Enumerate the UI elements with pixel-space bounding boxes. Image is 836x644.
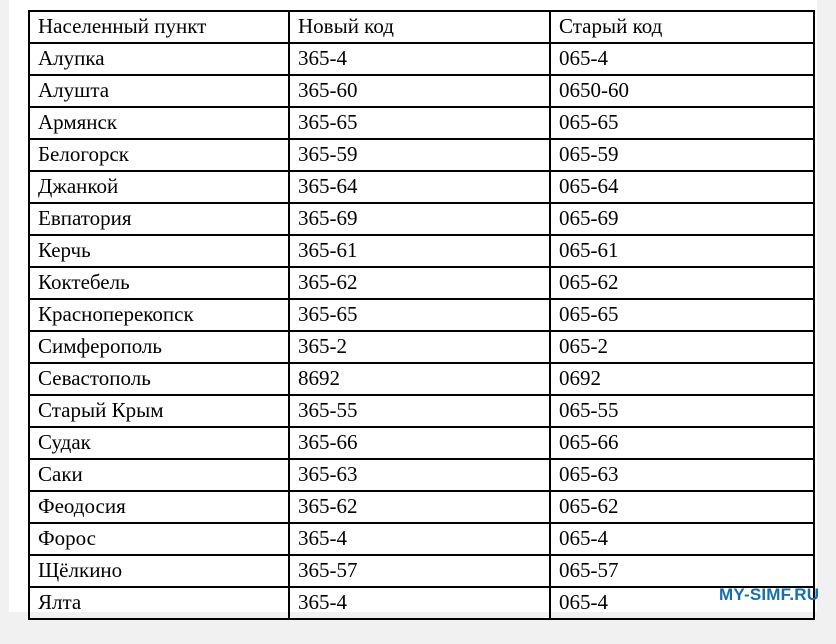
cell-old-code: 065-4 [549, 586, 815, 620]
table-row: Алушта 365-60 0650-60 [28, 74, 815, 108]
cell-old-code: 065-63 [549, 458, 815, 492]
cell-new-code: 365-55 [288, 394, 551, 428]
table-row: Судак 365-66 065-66 [28, 426, 815, 460]
header-new-code: Новый код [288, 10, 551, 44]
cell-settlement: Красноперекопск [28, 298, 290, 332]
cell-settlement: Старый Крым [28, 394, 290, 428]
cell-settlement: Керчь [28, 234, 290, 268]
table-row: Феодосия 365-62 065-62 [28, 490, 815, 524]
cell-old-code: 065-61 [549, 234, 815, 268]
cell-old-code: 065-57 [549, 554, 815, 588]
cell-old-code: 065-64 [549, 170, 815, 204]
table-row: Коктебель 365-62 065-62 [28, 266, 815, 300]
cell-settlement: Щёлкино [28, 554, 290, 588]
cell-old-code: 065-62 [549, 266, 815, 300]
cell-new-code: 365-2 [288, 330, 551, 364]
cell-old-code: 065-65 [549, 298, 815, 332]
cell-new-code: 365-69 [288, 202, 551, 236]
table-row: Армянск 365-65 065-65 [28, 106, 815, 140]
cell-new-code: 365-59 [288, 138, 551, 172]
table-row: Алупка 365-4 065-4 [28, 42, 815, 76]
table-row: Щёлкино 365-57 065-57 [28, 554, 815, 588]
table-body: Алупка 365-4 065-4 Алушта 365-60 0650-60… [28, 42, 815, 620]
cell-settlement: Алушта [28, 74, 290, 108]
cell-settlement: Алупка [28, 42, 290, 76]
cell-old-code: 065-65 [549, 106, 815, 140]
table-header-row: Населенный пункт Новый код Старый код [28, 10, 815, 44]
cell-new-code: 365-66 [288, 426, 551, 460]
cell-new-code: 365-4 [288, 42, 551, 76]
cell-old-code: 065-4 [549, 42, 815, 76]
header-settlement: Населенный пункт [28, 10, 290, 44]
cell-new-code: 365-61 [288, 234, 551, 268]
cell-old-code: 065-66 [549, 426, 815, 460]
table-row: Ялта 365-4 065-4 [28, 586, 815, 620]
cell-new-code: 365-4 [288, 522, 551, 556]
cell-settlement: Симферополь [28, 330, 290, 364]
cell-old-code: 065-55 [549, 394, 815, 428]
cell-new-code: 365-62 [288, 490, 551, 524]
cell-settlement: Саки [28, 458, 290, 492]
table-row: Симферополь 365-2 065-2 [28, 330, 815, 364]
cell-new-code: 8692 [288, 362, 551, 396]
cell-settlement: Армянск [28, 106, 290, 140]
cell-new-code: 365-4 [288, 586, 551, 620]
table-row: Севастополь 8692 0692 [28, 362, 815, 396]
cell-settlement: Джанкой [28, 170, 290, 204]
table-row: Евпатория 365-69 065-69 [28, 202, 815, 236]
cell-old-code: 065-69 [549, 202, 815, 236]
cell-new-code: 365-62 [288, 266, 551, 300]
cell-old-code: 0650-60 [549, 74, 815, 108]
table-row: Керчь 365-61 065-61 [28, 234, 815, 268]
cell-settlement: Евпатория [28, 202, 290, 236]
cell-new-code: 365-63 [288, 458, 551, 492]
cell-old-code: 0692 [549, 362, 815, 396]
cell-settlement: Феодосия [28, 490, 290, 524]
cell-settlement: Форос [28, 522, 290, 556]
table-row: Форос 365-4 065-4 [28, 522, 815, 556]
cell-new-code: 365-60 [288, 74, 551, 108]
cell-old-code: 065-4 [549, 522, 815, 556]
table-row: Старый Крым 365-55 065-55 [28, 394, 815, 428]
phone-codes-table: Населенный пункт Новый код Старый код Ал… [28, 10, 815, 620]
cell-new-code: 365-64 [288, 170, 551, 204]
cell-old-code: 065-2 [549, 330, 815, 364]
cell-settlement: Коктебель [28, 266, 290, 300]
cell-settlement: Ялта [28, 586, 290, 620]
cell-settlement: Белогорск [28, 138, 290, 172]
table-row: Белогорск 365-59 065-59 [28, 138, 815, 172]
site-watermark: MY-SIMF.RU [719, 585, 820, 604]
cell-settlement: Севастополь [28, 362, 290, 396]
cell-old-code: 065-59 [549, 138, 815, 172]
cell-new-code: 365-57 [288, 554, 551, 588]
content-area: Населенный пункт Новый код Старый код Ал… [9, 0, 817, 620]
table-row: Саки 365-63 065-63 [28, 458, 815, 492]
cell-new-code: 365-65 [288, 106, 551, 140]
table-row: Красноперекопск 365-65 065-65 [28, 298, 815, 332]
cell-new-code: 365-65 [288, 298, 551, 332]
cell-old-code: 065-62 [549, 490, 815, 524]
header-old-code: Старый код [549, 10, 815, 44]
table-row: Джанкой 365-64 065-64 [28, 170, 815, 204]
cell-settlement: Судак [28, 426, 290, 460]
